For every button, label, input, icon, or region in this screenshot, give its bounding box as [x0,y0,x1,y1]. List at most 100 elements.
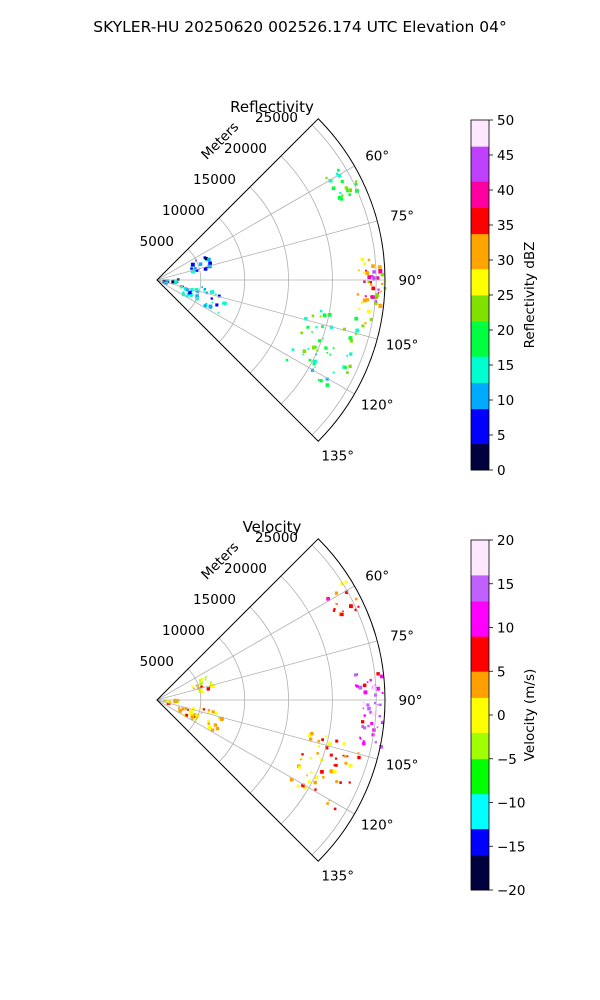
colorbar-tick-label: −5 [497,752,517,768]
echo-pixel [344,580,348,584]
colorbar-segment [471,750,489,760]
colorbar: −20 −15 −10 −5 0 5 10 15 20 Velocity (m/s) [470,533,538,899]
echo-pixel [300,757,302,760]
echo-pixel [346,354,349,357]
echo-pixel [377,288,380,291]
echo-pixel [313,780,317,785]
echo-pixel [339,192,342,195]
echo-pixel [317,379,320,381]
echo-pixel [358,307,361,310]
echo-layer [163,580,385,811]
colorbar-segment [471,277,489,287]
colorbar: 0 5 10 15 20 25 30 35 40 45 50 Reflectivity dBZ [470,113,538,479]
echo-pixel [378,269,383,273]
colorbar-segment [471,706,489,716]
echo-pixel [371,264,375,268]
echo-pixel [358,685,363,690]
panel-title: Velocity [243,518,302,536]
echo-pixel [306,774,308,777]
echo-pixel [184,707,188,711]
echo-pixel [193,266,197,270]
echo-pixel [214,711,218,715]
colorbar-segment [471,548,489,558]
colorbar-segment [471,776,489,786]
echo-pixel [192,715,195,717]
echo-pixel [203,288,206,291]
colorbar-segment [471,566,489,576]
echo-pixel [218,716,221,720]
echo-pixel [195,294,199,298]
echo-pixel [217,311,220,314]
colorbar-segment [471,592,489,602]
colorbar-segment [471,417,489,427]
azimuth-gridline [156,165,355,281]
echo-pixel [335,602,337,605]
colorbar-segment [471,601,489,611]
echo-pixel [367,275,372,280]
echo-pixel [169,701,171,703]
echo-pixel [329,753,333,757]
colorbar-segment [471,662,489,672]
echo-pixel [335,739,339,743]
echo-pixel [210,297,213,300]
echo-pixel [197,686,200,690]
echo-pixel [194,717,198,721]
echo-pixel [321,325,324,328]
echo-pixel [205,291,209,295]
echo-pixel [375,296,379,300]
echo-pixel [376,726,379,728]
echo-pixel [326,351,329,354]
echo-pixel [333,764,336,767]
colorbar-segment [471,583,489,593]
echo-pixel [204,676,207,679]
colorbar-tick-label: 10 [497,393,514,409]
echo-pixel [194,288,199,292]
echo-pixel [371,733,375,737]
echo-pixel [356,293,360,296]
azimuth-tick-label: 75° [390,629,414,645]
echo-pixel [340,179,344,183]
echo-pixel [181,707,185,711]
echo-pixel [189,710,194,714]
echo-pixel [319,379,323,383]
echo-pixel [322,337,324,340]
echo-pixel [338,611,341,613]
echo-pixel [325,377,329,381]
echo-pixel [357,752,360,755]
echo-pixel [301,753,304,756]
echo-pixel [195,714,198,717]
colorbar-segment [471,846,489,856]
echo-pixel [367,280,370,283]
echo-pixel [375,293,379,297]
colorbar-segment [471,207,489,217]
colorbar-segment [471,540,489,550]
echo-pixel [215,293,217,296]
colorbar-tick-label: 0 [497,463,506,479]
echo-pixel [211,710,215,714]
echo-pixel [363,714,366,717]
echo-pixel [346,371,349,374]
colorbar-segment [471,268,489,278]
echo-pixel [334,591,339,595]
echo-pixel [381,282,384,286]
echo-pixel [348,188,353,193]
echo-pixel [359,737,362,740]
echo-pixel [329,325,334,329]
echo-pixel [362,741,366,746]
echo-pixel [354,597,358,601]
echo-pixel [365,271,370,275]
echo-pixel [374,300,377,303]
echo-pixel [383,281,385,283]
echo-pixel [371,712,375,717]
colorbar-tick-label: 5 [497,428,506,444]
echo-pixel [166,700,169,703]
echo-pixel [332,371,335,374]
echo-pixel [208,264,212,269]
echo-pixel [303,786,307,790]
colorbar-segment [471,881,489,891]
echo-pixel [307,348,310,350]
echo-pixel [354,182,358,186]
echo-pixel [311,331,313,333]
echo-pixel [210,681,212,684]
echo-pixel [336,603,338,605]
